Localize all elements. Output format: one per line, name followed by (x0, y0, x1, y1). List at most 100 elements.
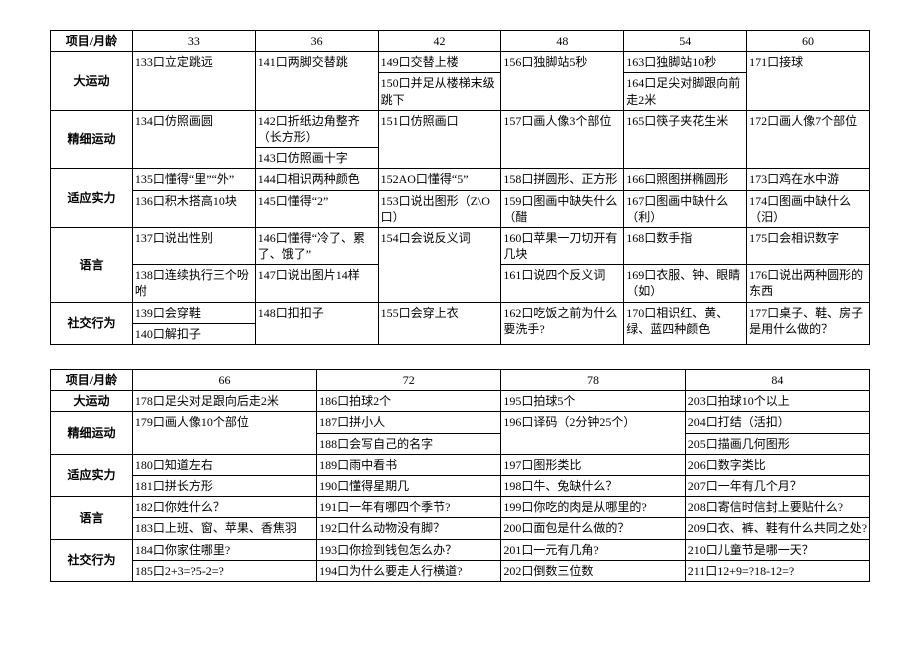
data-cell: 190口懂得星期几 (317, 475, 501, 496)
data-cell: 184口你家住哪里? (132, 539, 316, 560)
col-header: 33 (132, 31, 255, 52)
table-row: 适应实力135口懂得“里”“外”144口相识两种颜色152AO口懂得“5”158… (51, 169, 870, 190)
col-header: 60 (747, 31, 870, 52)
table-row: 适应实力180口知道左右189口雨中看书197口图形类比206口数字类比 (51, 454, 870, 475)
table-row: 大运动133口立定跳远141口两脚交替跳149口交替上楼156口独脚站5秒163… (51, 52, 870, 73)
col-header: 48 (501, 31, 624, 52)
data-cell: 192口什么动物没有脚？ (317, 518, 501, 539)
col-header: 66 (132, 370, 316, 391)
data-cell: 194口为什么要走人行横道? (317, 560, 501, 581)
table-row: 语言182口你姓什么？191口一年有哪四个季节?199口你吃的肉是从哪里的?20… (51, 497, 870, 518)
data-cell: 193口你捡到钱包怎么办？ (317, 539, 501, 560)
data-cell: 171口接球 (747, 52, 870, 111)
data-cell: 158口拼圆形、正方形 (501, 169, 624, 190)
data-cell: 144口相识两种颜色 (255, 169, 378, 190)
table-row: 181口拼长方形190口懂得星期几198口牛、兔缺什么？207口一年有几个月？ (51, 475, 870, 496)
table-row: 语言137口说出性别146口懂得“冷了、累了、饿了”154口会说反义词160口苹… (51, 227, 870, 264)
data-cell: 141口两脚交替跳 (255, 52, 378, 111)
data-cell: 186口拍球2个 (317, 391, 501, 412)
data-cell: 159口图画中缺失什么（醋 (501, 190, 624, 227)
data-cell: 153口说出图形（Z\O口） (378, 190, 501, 227)
table2-body: 大运动178口足尖对足跟向后走2米186口拍球2个195口拍球5个203口拍球1… (51, 391, 870, 582)
data-cell: 199口你吃的肉是从哪里的? (501, 497, 685, 518)
category-header: 大运动 (51, 391, 133, 412)
corner-header: 项目/月龄 (51, 31, 133, 52)
data-cell: 151口仿照画口 (378, 110, 501, 169)
category-header: 社交行为 (51, 302, 133, 344)
data-cell: 178口足尖对足跟向后走2米 (132, 391, 316, 412)
table1-head: 项目/月龄 33 36 42 48 54 60 (51, 31, 870, 52)
table-row: 社交行为139口会穿鞋148口扣扣子155口会穿上衣162口吃饭之前为什么要洗手… (51, 302, 870, 323)
data-cell: 154口会说反义词 (378, 227, 501, 302)
data-cell: 201口一元有几角? (501, 539, 685, 560)
data-cell: 142口折纸边角整齐（长方形） (255, 110, 378, 147)
data-cell: 146口懂得“冷了、累了、饿了” (255, 227, 378, 264)
data-cell: 166口照图拼椭圆形 (624, 169, 747, 190)
data-cell: 139口会穿鞋 (132, 302, 255, 323)
col-header: 72 (317, 370, 501, 391)
col-header: 36 (255, 31, 378, 52)
data-cell: 208口寄信时信封上要贴什么? (685, 497, 869, 518)
assessment-table-2: 项目/月龄 66 72 78 84 大运动178口足尖对足跟向后走2米186口拍… (50, 369, 870, 582)
data-cell: 135口懂得“里”“外” (132, 169, 255, 190)
data-cell: 136口积木搭高10块 (132, 190, 255, 227)
data-cell: 162口吃饭之前为什么要洗手? (501, 302, 624, 344)
table-row: 社交行为184口你家住哪里?193口你捡到钱包怎么办？201口一元有几角?210… (51, 539, 870, 560)
data-cell: 185口2+3=?5-2=? (132, 560, 316, 581)
data-cell: 140口解扣子 (132, 323, 255, 344)
data-cell: 207口一年有几个月？ (685, 475, 869, 496)
data-cell: 187口拼小人 (317, 412, 501, 433)
data-cell: 210口儿童节是哪一天？ (685, 539, 869, 560)
data-cell: 148口扣扣子 (255, 302, 378, 344)
data-cell: 200口面包是什么做的？ (501, 518, 685, 539)
data-cell: 188口会写自己的名字 (317, 433, 501, 454)
data-cell: 209口衣、裤、鞋有什么共同之处? (685, 518, 869, 539)
category-header: 社交行为 (51, 539, 133, 581)
data-cell: 172口画人像7个部位 (747, 110, 870, 169)
data-cell: 173口鸡在水中游 (747, 169, 870, 190)
table2-head: 项目/月龄 66 72 78 84 (51, 370, 870, 391)
data-cell: 169口衣服、钟、眼睛（如） (624, 265, 747, 302)
col-header: 42 (378, 31, 501, 52)
data-cell: 149口交替上楼 (378, 52, 501, 73)
data-cell: 181口拼长方形 (132, 475, 316, 496)
data-cell: 197口图形类比 (501, 454, 685, 475)
data-cell: 160口苹果一刀切开有几块 (501, 227, 624, 264)
data-cell: 175口会相识数字 (747, 227, 870, 264)
data-cell: 168口数手指 (624, 227, 747, 264)
data-cell: 211口12+9=?18-12=? (685, 560, 869, 581)
data-cell: 205口描画几何图形 (685, 433, 869, 454)
category-header: 语言 (51, 227, 133, 302)
col-header: 84 (685, 370, 869, 391)
data-cell: 203口拍球10个以上 (685, 391, 869, 412)
data-cell: 170口相识红、黄、绿、蓝四种颜色 (624, 302, 747, 344)
table-row: 136口积木搭高10块145口懂得“2”153口说出图形（Z\O口）159口图画… (51, 190, 870, 227)
data-cell: 152AO口懂得“5” (378, 169, 501, 190)
data-cell: 137口说出性别 (132, 227, 255, 264)
data-cell: 145口懂得“2” (255, 190, 378, 227)
data-cell: 206口数字类比 (685, 454, 869, 475)
table-row: 183口上班、窗、苹果、香焦羽192口什么动物没有脚？200口面包是什么做的？2… (51, 518, 870, 539)
data-cell: 164口足尖对脚跟向前走2米 (624, 73, 747, 110)
data-cell: 134口仿照画圆 (132, 110, 255, 169)
table1-body: 大运动133口立定跳远141口两脚交替跳149口交替上楼156口独脚站5秒163… (51, 52, 870, 345)
data-cell: 180口知道左右 (132, 454, 316, 475)
table-row: 大运动178口足尖对足跟向后走2米186口拍球2个195口拍球5个203口拍球1… (51, 391, 870, 412)
category-header: 精细运动 (51, 412, 133, 454)
data-cell: 147口说出图片14样 (255, 265, 378, 302)
data-cell: 191口一年有哪四个季节? (317, 497, 501, 518)
data-cell: 161口说四个反义词 (501, 265, 624, 302)
data-cell: 163口独脚站10秒 (624, 52, 747, 73)
data-cell: 202口倒数三位数 (501, 560, 685, 581)
category-header: 精细运动 (51, 110, 133, 169)
corner-header: 项目/月龄 (51, 370, 133, 391)
data-cell: 143口仿照画十字 (255, 148, 378, 169)
data-cell: 156口独脚站5秒 (501, 52, 624, 111)
category-header: 语言 (51, 497, 133, 539)
category-header: 大运动 (51, 52, 133, 111)
data-cell: 183口上班、窗、苹果、香焦羽 (132, 518, 316, 539)
category-header: 适应实力 (51, 169, 133, 228)
category-header: 适应实力 (51, 454, 133, 496)
data-cell: 165口筷子夹花生米 (624, 110, 747, 169)
data-cell: 176口说出两种圆形的东西 (747, 265, 870, 302)
